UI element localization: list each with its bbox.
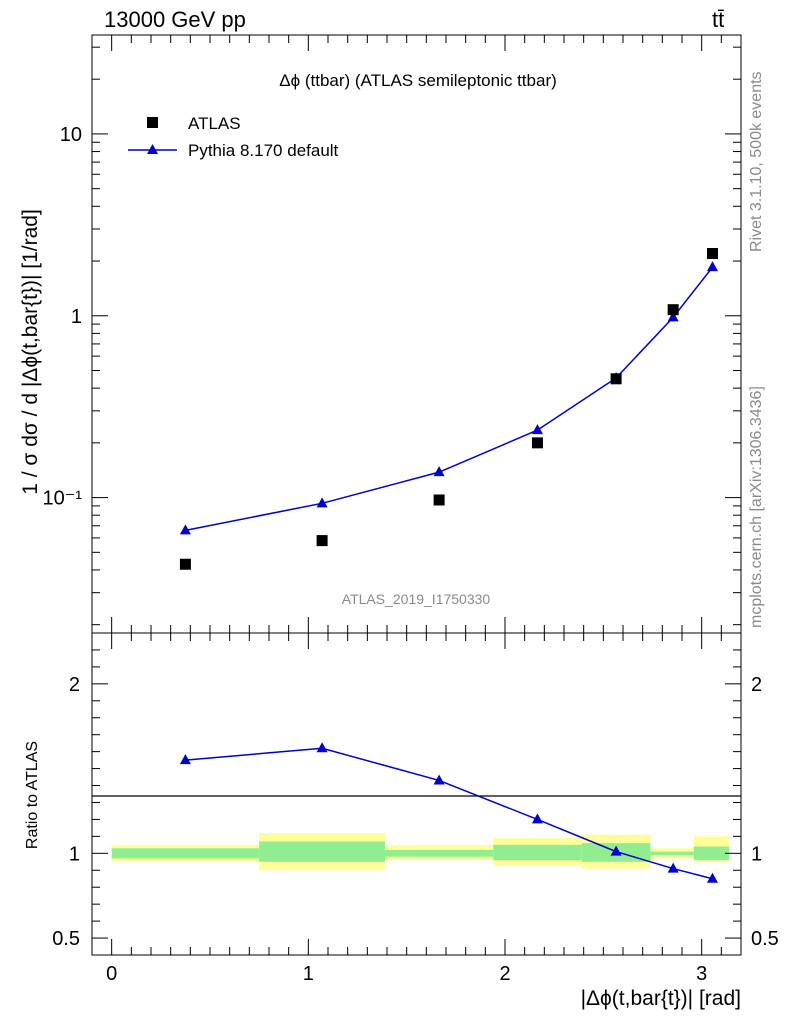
pythia-ratio-point bbox=[531, 813, 543, 824]
main-y-tick-label: 10 bbox=[60, 124, 82, 146]
pythia-ratio-point bbox=[179, 754, 191, 765]
ratio-y-tick-label-left: 2 bbox=[69, 674, 80, 696]
ratio-uncertainty-bands bbox=[111, 832, 730, 871]
atlas-point bbox=[667, 304, 679, 316]
atlas-point bbox=[433, 494, 445, 506]
main-y-axis-label: 1 / σ dσ / d |Δϕ(t,bar{t})| [1/rad] bbox=[19, 209, 42, 495]
legend-atlas-marker bbox=[147, 117, 158, 128]
ratio-y-axis-label: Ratio to ATLAS bbox=[24, 741, 41, 849]
side-label-top: Rivet 3.1.10, 500k events bbox=[748, 71, 765, 252]
ratio-y-tick-label-right: 2 bbox=[751, 674, 762, 696]
pythia-ratio-point bbox=[433, 774, 445, 785]
ratio-y-tick-label-right: 0.5 bbox=[751, 928, 779, 950]
atlas-point bbox=[610, 373, 622, 385]
ratio-y-tick-label-left: 0.5 bbox=[52, 928, 80, 950]
x-tick-label: 1 bbox=[303, 963, 314, 985]
atlas-point bbox=[316, 535, 328, 547]
pythia-ratio-point bbox=[706, 872, 718, 883]
legend: ATLAS Pythia 8.170 default bbox=[128, 114, 339, 160]
main-series bbox=[179, 247, 718, 570]
ratio-band-inner bbox=[259, 841, 386, 862]
ratio-band-inner bbox=[693, 846, 730, 861]
energy-label: 13000 GeV pp bbox=[104, 7, 246, 32]
pythia-point bbox=[667, 311, 679, 322]
main-axis-ticks: 10⁻¹ 1 10 bbox=[43, 35, 742, 633]
pythia-point bbox=[179, 524, 191, 535]
pythia-ratio-point bbox=[316, 742, 328, 753]
atlas-point bbox=[179, 558, 191, 570]
ratio-series bbox=[179, 742, 718, 883]
atlas-point bbox=[531, 437, 543, 449]
x-axis-label: |Δϕ(t,bar{t})| [rad] bbox=[581, 987, 741, 1010]
legend-atlas-label: ATLAS bbox=[188, 114, 241, 133]
x-tick-label: 3 bbox=[696, 963, 707, 985]
pythia-point bbox=[706, 261, 718, 272]
legend-pythia-marker bbox=[147, 144, 158, 154]
legend-pythia-label: Pythia 8.170 default bbox=[188, 141, 339, 160]
pythia-ratio-point bbox=[667, 862, 679, 873]
pythia-point bbox=[531, 424, 543, 435]
atlas-point bbox=[706, 247, 718, 259]
ratio-plot-frame bbox=[91, 632, 742, 956]
watermark-label: ATLAS_2019_I1750330 bbox=[342, 591, 491, 607]
ratio-band-inner bbox=[111, 848, 260, 859]
pythia-ratio-point bbox=[610, 845, 622, 856]
main-y-tick-label: 10⁻¹ bbox=[43, 488, 83, 510]
x-tick-label: 2 bbox=[499, 963, 510, 985]
main-title: Δϕ (ttbar) (ATLAS semileptonic ttbar) bbox=[279, 71, 557, 90]
main-panel: Δϕ (ttbar) (ATLAS semileptonic ttbar) 1 … bbox=[19, 34, 742, 634]
side-label-bottom: mcplots.cern.ch [arXiv:1306.3436] bbox=[748, 386, 765, 628]
main-y-tick-label: 1 bbox=[71, 306, 82, 328]
process-label: tt̄ bbox=[712, 7, 724, 32]
ratio-panel: Ratio to ATLAS |Δϕ(t,bar{t})| [rad] 0.5 0… bbox=[24, 632, 779, 1010]
ratio-y-tick-label-left: 1 bbox=[69, 843, 80, 865]
x-tick-label: 0 bbox=[106, 963, 117, 985]
pythia-point bbox=[433, 466, 445, 477]
ratio-band-inner bbox=[493, 844, 582, 861]
ratio-band-inner bbox=[385, 849, 494, 857]
ratio-y-tick-label-right: 1 bbox=[751, 843, 762, 865]
pythia-point bbox=[316, 497, 328, 508]
ratio-band-inner bbox=[650, 851, 694, 856]
ratio-axis-ticks: 0.5 0.5 1 1 2 2 0 1 2 3 bbox=[52, 632, 779, 985]
pythia-line bbox=[185, 266, 714, 532]
